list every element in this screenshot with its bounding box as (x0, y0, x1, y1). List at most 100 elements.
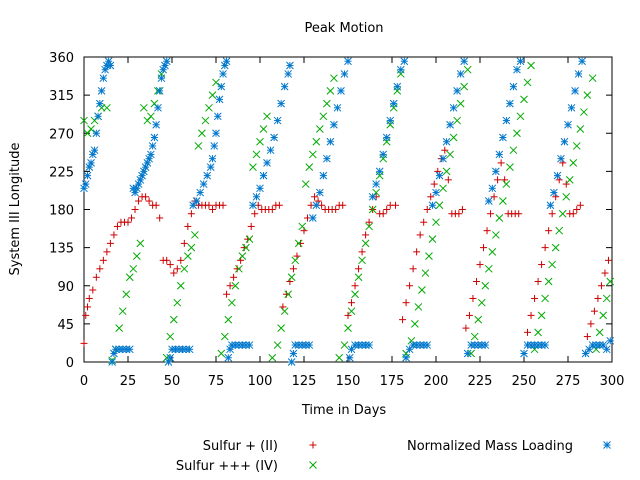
data-point (333, 103, 342, 112)
data-point (128, 214, 136, 222)
data-point (131, 206, 139, 213)
data-point (484, 264, 493, 273)
data-point (399, 316, 407, 324)
data-point (192, 197, 201, 205)
data-point (402, 299, 410, 307)
y-tick-label: 45 (57, 318, 74, 333)
data-point (560, 137, 569, 146)
data-point (527, 341, 535, 349)
legend: Sulfur + (II) Sulfur +++ (IV) Normalized… (176, 439, 611, 474)
data-point (572, 142, 581, 150)
data-point (183, 252, 192, 260)
data-point (579, 108, 588, 116)
data-point (287, 273, 296, 282)
data-point (312, 201, 321, 210)
legend-marker-glyph (309, 461, 317, 469)
data-point (217, 349, 226, 358)
data-point (226, 345, 234, 354)
data-point (289, 265, 297, 273)
data-point (420, 218, 428, 226)
data-point (298, 341, 307, 349)
data-point (358, 248, 366, 256)
data-point (538, 261, 546, 269)
y-tick-label: 90 (57, 280, 74, 295)
data-point (421, 269, 430, 277)
data-point (406, 282, 414, 290)
data-point (499, 133, 507, 142)
data-point (348, 299, 356, 307)
data-point (298, 222, 307, 231)
data-point (487, 210, 495, 218)
data-point (465, 311, 473, 319)
data-point (259, 171, 268, 180)
data-point (344, 57, 352, 66)
data-point (291, 256, 300, 265)
data-point (203, 171, 212, 180)
data-point (494, 176, 502, 184)
data-point (287, 358, 296, 366)
data-point (289, 349, 298, 358)
x-axis-tick-labels: 0 25 50 75 100 125 150 175 200 225 250 275 300 (80, 374, 625, 389)
data-point (571, 87, 579, 95)
data-point (392, 201, 400, 209)
data-point (185, 345, 194, 354)
data-point (319, 171, 328, 180)
data-point (583, 333, 591, 341)
data-point (606, 277, 615, 286)
data-point (273, 116, 282, 125)
data-point (383, 206, 391, 213)
data-point (162, 57, 171, 66)
data-point (583, 91, 592, 99)
data-point (463, 349, 472, 358)
data-point (215, 95, 224, 104)
x-tick-label: 25 (120, 374, 137, 389)
data-point (226, 282, 234, 290)
data-point (245, 341, 254, 349)
data-point (413, 248, 421, 256)
data-point (382, 133, 391, 142)
data-point (339, 201, 347, 209)
data-point (548, 260, 557, 269)
data-point (273, 341, 282, 349)
data-point (472, 278, 480, 286)
data-point (198, 129, 206, 138)
data-point (379, 150, 388, 159)
legend-entry-sulfur-ii: Sulfur + (II) (203, 439, 317, 454)
data-point (557, 154, 565, 163)
data-point (277, 99, 285, 108)
data-point (588, 74, 597, 83)
data-point (488, 184, 497, 193)
data-point (208, 154, 217, 163)
data-point (99, 256, 107, 264)
data-point (365, 341, 373, 349)
x-tick-label: 50 (164, 374, 181, 389)
data-point (156, 214, 164, 222)
data-point (595, 328, 604, 337)
data-point (585, 345, 593, 354)
data-point (541, 341, 549, 349)
data-point (362, 231, 370, 239)
data-point (129, 264, 138, 273)
data-point (573, 206, 581, 213)
data-point (578, 57, 586, 66)
x-tick-label: 300 (600, 374, 625, 389)
data-point (217, 82, 226, 91)
data-point (85, 294, 93, 302)
data-point (87, 159, 95, 167)
data-point (147, 150, 155, 159)
data-point (432, 218, 440, 227)
data-point (163, 256, 171, 264)
data-point (506, 163, 514, 171)
data-point (87, 125, 95, 133)
data-point (180, 239, 188, 247)
legend-label-sulfur-iv: Sulfur +++ (IV) (176, 459, 278, 474)
data-point (311, 193, 319, 201)
data-point (270, 133, 278, 142)
data-point (210, 142, 219, 150)
data-point (442, 167, 451, 176)
data-point (527, 61, 535, 70)
data-point (606, 336, 615, 345)
data-point (541, 294, 549, 303)
data-point (152, 201, 160, 209)
